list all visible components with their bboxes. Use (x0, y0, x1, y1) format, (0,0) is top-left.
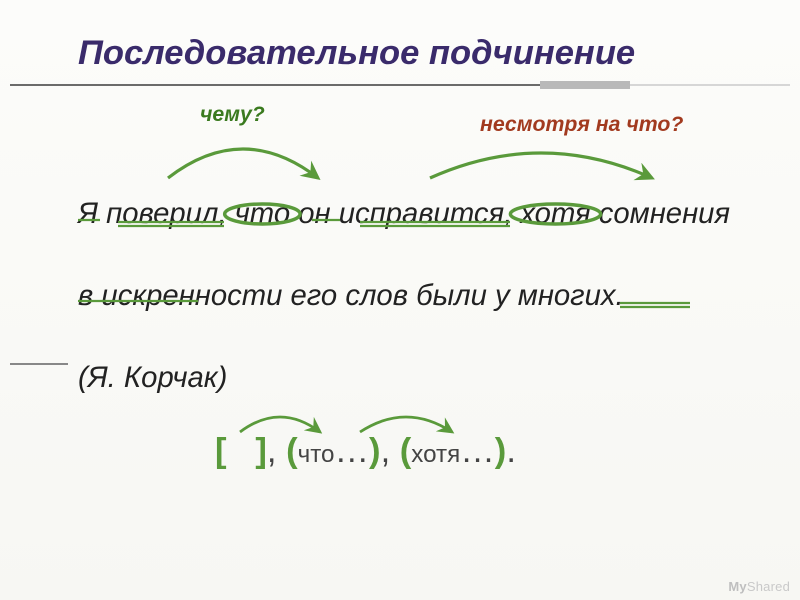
sentence-word: слов (345, 280, 408, 312)
sentence-word: поверил, (106, 198, 226, 230)
sentence-word: что (235, 198, 290, 230)
sentence-word: хотя (520, 198, 590, 230)
watermark-right: Shared (747, 579, 790, 594)
sentence-word: он (298, 198, 330, 230)
sentence-word: (Я. Корчак) (78, 362, 227, 394)
schema-line: [ ], (что…), (хотя…). (215, 432, 516, 471)
sentence-word: его (291, 280, 338, 312)
sentence-word: искренности (101, 280, 282, 312)
sentence-word: в (78, 280, 93, 312)
question-label-1: чему? (200, 102, 265, 127)
watermark: MyShared (728, 579, 790, 594)
question-label-2: несмотря на что? (480, 112, 683, 137)
sentence-word: сомнения (599, 198, 730, 230)
sentence-word: у (495, 280, 510, 312)
sentence-word: Я (78, 198, 98, 230)
sentence-word: исправится, (339, 198, 512, 230)
sentence-word: были (416, 280, 487, 312)
page-title: Последовательное подчинение (78, 34, 635, 73)
watermark-left: My (728, 579, 746, 594)
sentence-block: Я поверил, что он исправится, хотя сомне… (78, 174, 738, 420)
sentence-word: многих. (518, 280, 624, 312)
